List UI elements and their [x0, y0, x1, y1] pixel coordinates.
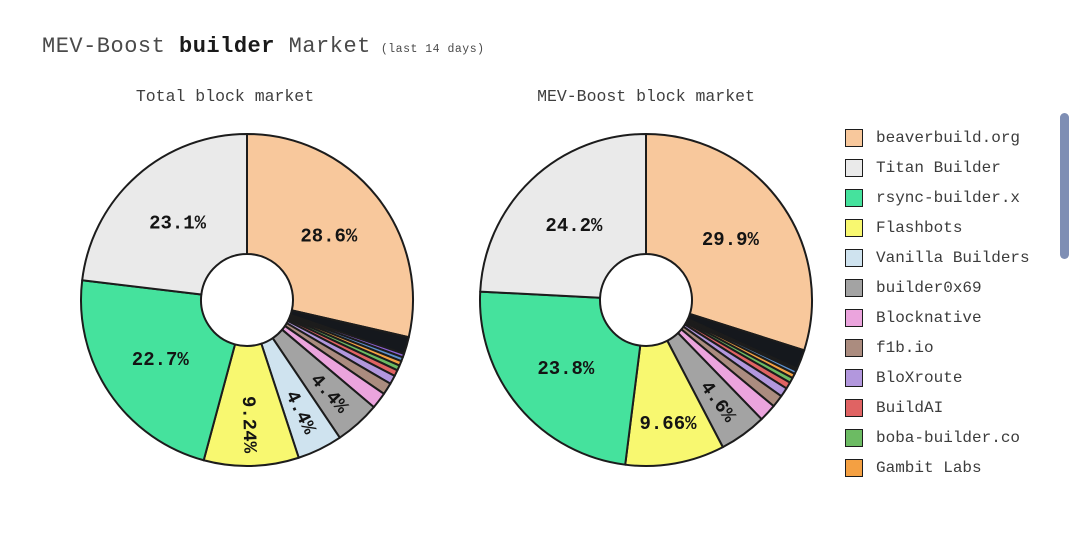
legend-item-label: f1b.io [876, 339, 934, 357]
legend-item-titan-builder[interactable]: Titan Builder [845, 153, 1053, 183]
page-title-bold: builder [179, 34, 275, 59]
pie-label-flashbots: 9.66% [640, 413, 698, 435]
legend-item-beaverbuild-org[interactable]: beaverbuild.org [845, 123, 1053, 153]
legend-item-builder0x69[interactable]: builder0x69 [845, 273, 1053, 303]
legend-item-rsync-builder-x[interactable]: rsync-builder.x [845, 183, 1053, 213]
legend-swatch-icon [845, 429, 863, 447]
legend-item-gambit-labs[interactable]: Gambit Labs [845, 453, 1053, 483]
legend-swatch-icon [845, 369, 863, 387]
page-title-note: (last 14 days) [380, 43, 485, 56]
legend-item-boba-builder-co[interactable]: boba-builder.co [845, 423, 1053, 453]
pie-slice-flashbots [624, 339, 724, 467]
legend-swatch-icon [845, 159, 863, 177]
page-title-prefix: MEV-Boost [42, 34, 180, 59]
legend-item-label: Vanilla Builders [876, 249, 1030, 267]
pie-label-flashbots: 9.24% [237, 396, 261, 454]
legend-item-label: Flashbots [876, 219, 963, 237]
mevboost-block-market-subtitle: MEV-Boost block market [537, 87, 755, 106]
legend-item-label: BuildAI [876, 399, 944, 417]
legend-item-blocknative[interactable]: Blocknative [845, 303, 1053, 333]
legend-item-f1b-io[interactable]: f1b.io [845, 333, 1053, 363]
total-block-market-donut-chart: 28.6%4.4%4.4%9.24%22.7%23.1% [80, 133, 414, 467]
pie-slice-titan-builder [479, 133, 647, 299]
pie-label-beaverbuild-org: 29.9% [702, 229, 760, 251]
legend-item-label: Titan Builder [876, 159, 1001, 177]
legend-item-label: BloXroute [876, 369, 963, 387]
pie-slice-beaverbuild-org [246, 133, 414, 339]
pie-label-titan-builder: 24.2% [545, 215, 603, 237]
legend-item-label: Blocknative [876, 309, 982, 327]
legend-item-label: Gambit Labs [876, 459, 982, 477]
legend-swatch-icon [845, 309, 863, 327]
legend-swatch-icon [845, 339, 863, 357]
pie-slice-rsync-builder-x [80, 279, 237, 462]
mevboost-block-market-donut-chart: 29.9%4.6%9.66%23.8%24.2% [479, 133, 813, 467]
pie-label-beaverbuild-org: 28.6% [300, 226, 358, 248]
pie-slice-rsync-builder-x [479, 290, 642, 466]
pie-label-rsync-builder-x: 23.8% [537, 358, 595, 380]
page-title: MEV-Boost builder Market (last 14 days) [42, 34, 485, 59]
legend-item-label: boba-builder.co [876, 429, 1021, 447]
legend-item-flashbots[interactable]: Flashbots [845, 213, 1053, 243]
legend-swatch-icon [845, 279, 863, 297]
legend-item-label: rsync-builder.x [876, 189, 1021, 207]
legend-swatch-icon [845, 459, 863, 477]
pie-slice-beaverbuild-org [645, 133, 813, 352]
pie-label-titan-builder: 23.1% [149, 212, 207, 234]
legend-swatch-icon [845, 129, 863, 147]
legend-scrollbar-thumb[interactable] [1060, 113, 1069, 259]
legend-item-partial[interactable] [845, 483, 1053, 487]
legend: beaverbuild.org Titan Builder rsync-builde… [845, 123, 1053, 487]
legend-swatch-icon [845, 249, 863, 267]
legend-item-label: builder0x69 [876, 279, 982, 297]
page-title-suffix: Market [274, 34, 371, 59]
legend-swatch-icon [845, 399, 863, 417]
legend-item-vanilla-builders[interactable]: Vanilla Builders [845, 243, 1053, 273]
legend-swatch-icon [845, 219, 863, 237]
legend-item-buildai[interactable]: BuildAI [845, 393, 1053, 423]
total-block-market-subtitle: Total block market [135, 87, 315, 106]
pie-label-rsync-builder-x: 22.7% [132, 349, 190, 371]
legend-item-bloxroute[interactable]: BloXroute [845, 363, 1053, 393]
legend-swatch-icon [845, 189, 863, 207]
pie-slice-titan-builder [81, 133, 248, 296]
legend-item-label: beaverbuild.org [876, 129, 1021, 147]
